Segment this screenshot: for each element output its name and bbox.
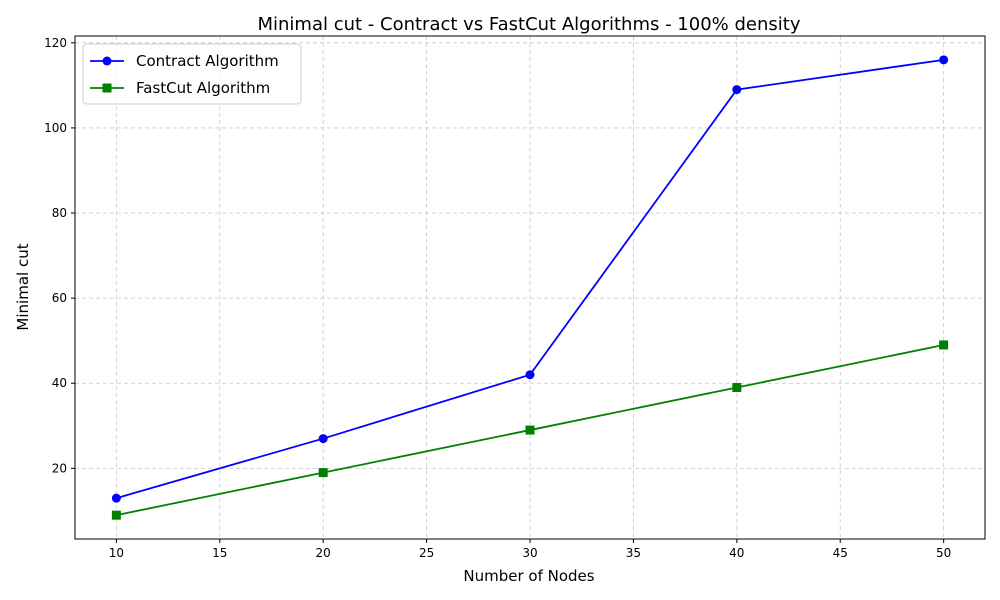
legend-label-contract-algorithm: Contract Algorithm [136,52,279,70]
y-axis-label: Minimal cut [14,243,32,330]
contract-algorithm-point [939,55,949,65]
fastcut-algorithm-series [111,340,949,520]
x-tick-label: 15 [212,546,227,560]
y-tick-label: 120 [44,36,67,50]
contract-algorithm-point [111,493,121,503]
y-tick-label: 20 [52,461,67,475]
x-axis-label: Number of Nodes [463,567,594,585]
legend-label-fastcut-algorithm: FastCut Algorithm [136,79,270,97]
legend-box [82,43,302,105]
fastcut-algorithm-point [525,425,535,435]
x-tick-label: 50 [936,546,951,560]
contract-algorithm-point [732,85,742,95]
fastcut-algorithm-point [318,468,328,478]
series-layer [111,55,949,520]
y-axis: 20 40 60 80 100 120 [44,36,75,475]
fastcut-algorithm-point [939,340,949,350]
contract-algorithm-series [111,55,949,503]
grid-lines [75,36,985,539]
legend: Contract Algorithm FastCut Algorithm [82,43,302,105]
chart-title: Minimal cut - Contract vs FastCut Algori… [257,14,800,35]
y-tick-label: 60 [52,291,67,305]
contract-algorithm-point [318,434,328,444]
x-tick-label: 40 [729,546,744,560]
fastcut-algorithm-point [732,383,742,393]
contract-algorithm-point [525,370,535,380]
y-tick-label: 100 [44,121,67,135]
x-tick-label: 20 [316,546,331,560]
y-tick-label: 80 [52,206,67,220]
x-tick-label: 35 [626,546,641,560]
legend-marker-contract-algorithm [102,56,112,66]
legend-marker-fastcut-algorithm [102,83,112,93]
fastcut-algorithm-point [111,510,121,520]
x-tick-label: 10 [109,546,124,560]
x-tick-label: 30 [522,546,537,560]
x-tick-label: 25 [419,546,434,560]
x-tick-label: 45 [833,546,848,560]
x-axis: 10 15 20 25 30 35 40 45 50 [109,539,951,560]
y-tick-label: 40 [52,376,67,390]
